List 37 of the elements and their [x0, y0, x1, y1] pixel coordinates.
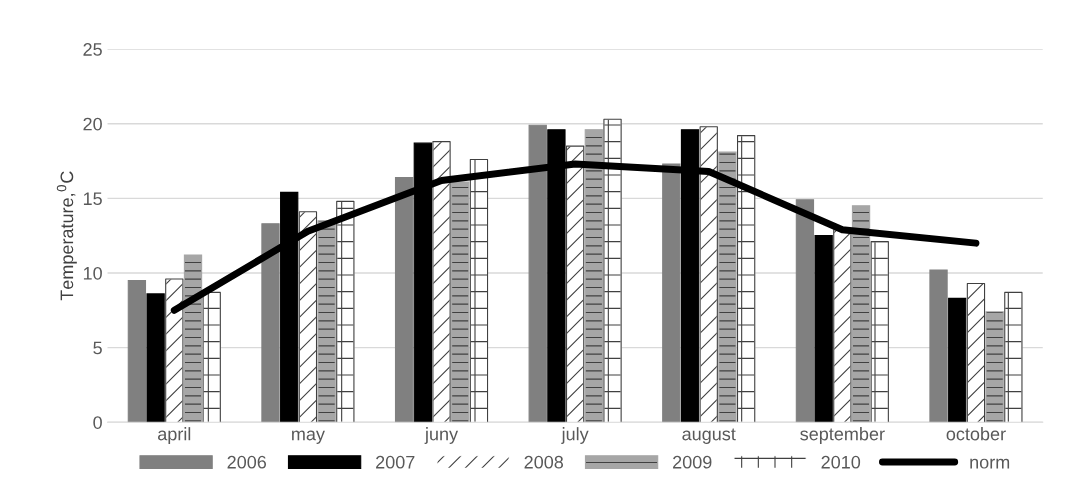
bar: [317, 220, 336, 423]
x-tick-label: juny: [424, 427, 459, 444]
bar: [795, 199, 815, 423]
bar: [146, 293, 165, 423]
bar: [948, 297, 967, 423]
y-tick-label: 25: [83, 43, 102, 56]
bar: [261, 223, 280, 423]
legend-label: 2007: [376, 455, 415, 469]
y-tick-label: 10: [83, 266, 102, 280]
legend-label: norm: [970, 458, 1010, 469]
legend-label: 2006: [227, 455, 267, 469]
y-tick-label: 0: [93, 416, 102, 429]
legend-label: 2008: [524, 455, 564, 469]
bar: [394, 176, 414, 423]
bar: [985, 311, 1004, 423]
bar: [814, 235, 833, 423]
bar: [584, 129, 603, 423]
y-tick-label: 20: [83, 117, 102, 131]
bar: [929, 269, 948, 423]
y-tick-label: 15: [83, 192, 102, 206]
x-tick-label: august: [682, 428, 736, 444]
x-tick-label: september: [800, 427, 885, 444]
x-tick-label: april: [158, 427, 191, 444]
bar: [718, 151, 737, 423]
bar: [451, 181, 470, 423]
x-tick-label: october: [946, 427, 1006, 441]
y-axis-title: Temperature,$^{0}$C: [56, 171, 77, 301]
legend-label: 2009: [673, 455, 712, 469]
y-tick-label: 5: [93, 341, 102, 355]
bar: [528, 124, 547, 423]
x-tick-label: may: [292, 430, 325, 444]
bar: [662, 163, 681, 423]
bar: [851, 205, 871, 423]
bar: [127, 279, 147, 423]
bar: [183, 254, 203, 423]
legend-label: 2010: [821, 455, 861, 469]
x-tick-label: july: [561, 427, 589, 444]
